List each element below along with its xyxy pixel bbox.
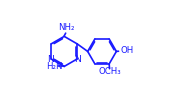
Text: OCH₃: OCH₃ [98, 67, 121, 76]
Text: N: N [74, 55, 81, 64]
Text: H₂N: H₂N [46, 62, 63, 71]
Text: NH₂: NH₂ [58, 23, 74, 32]
Text: OH: OH [120, 46, 134, 55]
Text: N: N [47, 55, 54, 64]
